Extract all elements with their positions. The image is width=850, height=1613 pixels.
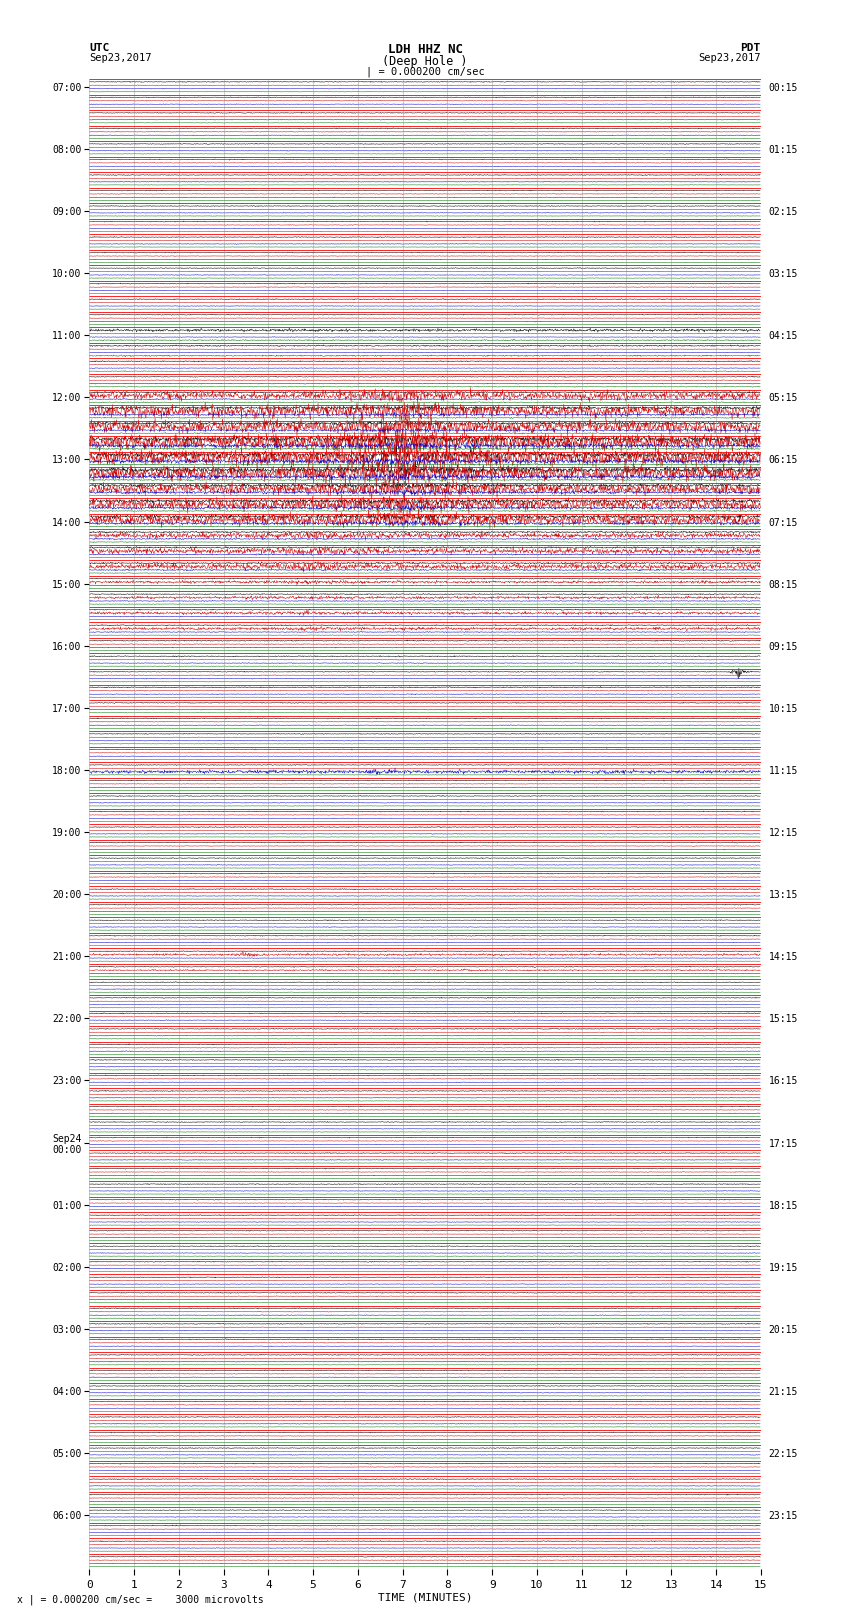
X-axis label: TIME (MINUTES): TIME (MINUTES) bbox=[377, 1592, 473, 1603]
Text: x | = 0.000200 cm/sec =    3000 microvolts: x | = 0.000200 cm/sec = 3000 microvolts bbox=[17, 1594, 264, 1605]
Text: (Deep Hole ): (Deep Hole ) bbox=[382, 55, 468, 68]
Text: PDT: PDT bbox=[740, 44, 761, 53]
Text: | = 0.000200 cm/sec: | = 0.000200 cm/sec bbox=[366, 66, 484, 77]
Text: LDH HHZ NC: LDH HHZ NC bbox=[388, 44, 462, 56]
Text: Sep23,2017: Sep23,2017 bbox=[89, 53, 152, 63]
Text: UTC: UTC bbox=[89, 44, 110, 53]
Text: Sep23,2017: Sep23,2017 bbox=[698, 53, 761, 63]
